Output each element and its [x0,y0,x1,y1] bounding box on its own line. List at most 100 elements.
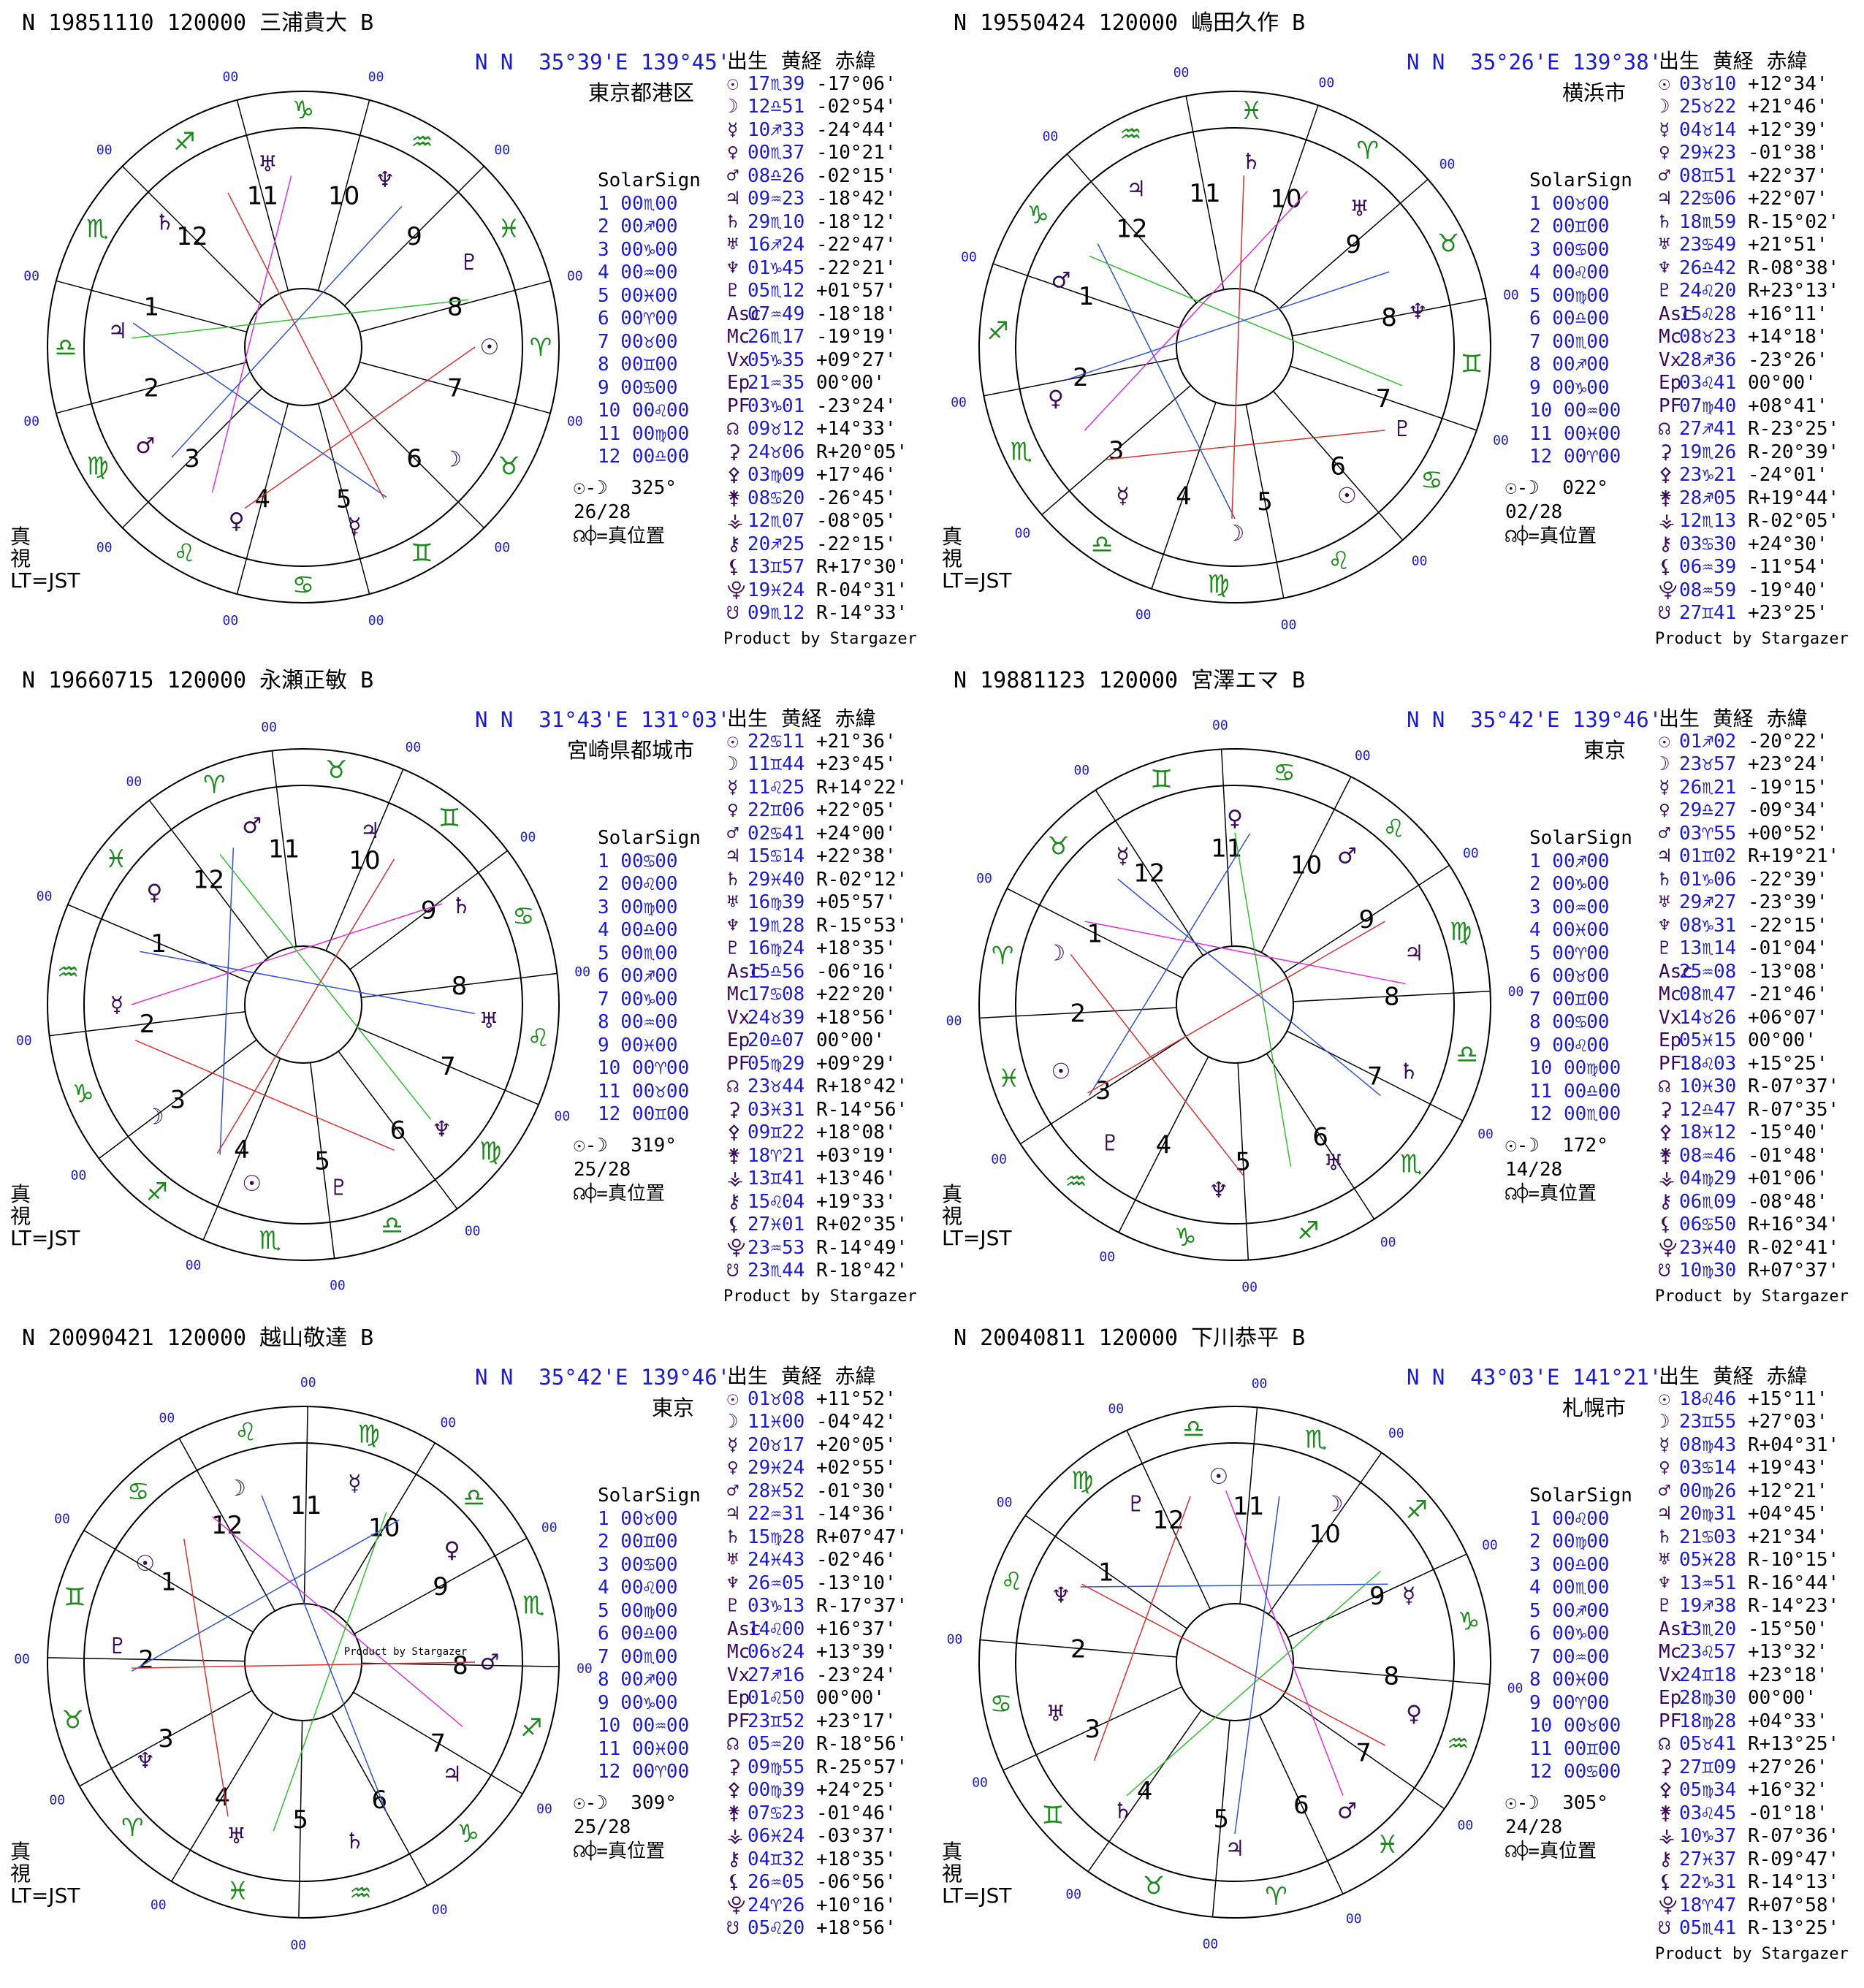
ecliptic-longitude: 08♑31 [1679,914,1737,937]
spacer [804,823,816,845]
declination: -22°39' [1747,868,1828,891]
planet-glyph-icon: ♄ [1241,149,1261,175]
house-cusp [56,361,247,414]
planet-glyph-icon: Ep [727,372,750,394]
planet-glyph-icon: ☿ [1116,843,1129,869]
solar-sign-row: 1 00♋00 [598,850,678,872]
planet-glyph-icon: ♀ [229,509,245,534]
planet-glyph-icon: ♀ [444,1538,460,1564]
house-cusp [1087,1710,1202,1873]
planet-row: ♃ 09♒23 -18°42' [727,188,908,211]
spacer [804,188,816,210]
ecliptic-longitude: 27♐41 [1679,418,1737,440]
cusp-degree-label: 00 [159,1410,175,1425]
declination: +27°26' [1747,1756,1828,1778]
solar-sign-row: 5 00♍00 [1529,284,1610,307]
chart-panel: N 19881123 120000 宮澤エマ B N N 35°42'E 139°… [932,658,1863,1315]
planet-glyph-icon: Mc [1659,326,1682,348]
cusp-degree-label: 00 [406,740,422,755]
house-number: 8 [1384,983,1400,1012]
house-number: 9 [406,222,422,251]
planet-row: ☿ 26♏21 -19°15' [1659,777,1839,800]
planet-glyph-icon: ♇ [329,1175,349,1200]
spacer [804,1434,816,1456]
planet-glyph-icon: ♆ [432,1117,452,1143]
house-cusp [202,1058,281,1241]
declination: R-23°25' [1747,418,1840,440]
house-number: 12 [176,222,208,251]
planet-row: Asc13♏20 -15°50' [1659,1618,1839,1642]
spacer [1736,303,1748,325]
aspect-line [216,858,395,1154]
planet-row: Vx14♉26 +06°07' [1659,1007,1839,1030]
cusp-degree-label: 00 [186,1257,202,1273]
planet-glyph-icon: ☿ [1116,484,1129,509]
planet-glyph-icon: ♂ [1659,164,1670,187]
house-number: 9 [1345,230,1361,259]
planet-row: ♂ 00♍26 +12°21' [1659,1480,1839,1504]
spacer [1736,1434,1748,1456]
house-number: 10 [1290,850,1322,880]
sign-glyph-icon: ♉ [61,1706,83,1735]
planet-glyph-icon: ☽ [1225,521,1245,546]
house-number: 11 [1233,1492,1264,1521]
planet-glyph-icon: ⚸ [727,1871,742,1893]
house-cusp [178,1438,275,1612]
solar-sign-row: 10 00♈00 [598,1057,690,1079]
house-number: 5 [1257,487,1273,517]
spacer [1736,983,1748,1005]
outer-ring [47,748,560,1261]
planet-glyph-icon: ♆ [1408,299,1428,324]
planet-row: ♃ 20♍31 +04°45' [1659,1503,1839,1526]
house-cusp [1260,776,1352,953]
house-cusp [236,99,289,291]
planet-glyph-icon: ⯓ [727,1894,746,1916]
sign-glyph-icon: ♏ [259,1226,281,1255]
declination: R-02°05' [1747,510,1840,532]
ecliptic-longitude: 00♍26 [1679,1479,1737,1502]
aspect-line [1231,175,1245,519]
spacer [1736,280,1748,302]
house-number: 12 [1116,215,1147,244]
planet-glyph-icon: ♆ [1051,1583,1070,1609]
planet-row: ♇ 03♑13 R-17°37' [727,1595,908,1618]
house-cusp [121,388,262,529]
planet-row: ♀ 03♋14 +19°43' [1659,1457,1839,1480]
ecliptic-longitude: 24♉06 [747,441,805,463]
solar-sign-row: 2 00♐00 [598,216,678,237]
solar-sign-header: SolarSign [1529,1485,1632,1507]
coordinates: N N 35°42'E 139°46' [1407,707,1662,732]
ecliptic-longitude: 09♒23 [747,188,805,210]
declination: +18°08' [815,1121,897,1143]
house-number: 3 [1108,436,1125,465]
sign-glyph-icon: ♐ [1297,1216,1319,1246]
declination: +13°32' [1747,1641,1828,1663]
solar-sign-row: 10 00♒00 [598,1715,690,1737]
sign-glyph-icon: ♋ [990,1689,1012,1718]
planet-row: ♃ 01♊02 R+19°21' [1659,845,1839,869]
spacer [1736,579,1748,601]
ecliptic-longitude: 09♍55 [747,1756,805,1778]
planet-glyph-icon: ♆ [727,256,739,279]
planet-row: Ep03♌41 00°00' [1659,372,1839,395]
planet-glyph-icon: ♆ [727,914,739,937]
sign-glyph-icon: ♋ [292,571,314,600]
solar-sign-row: 9 00♑00 [598,1691,678,1714]
declination: R+20°05' [815,441,908,463]
sign-glyph-icon: ♋ [1420,466,1442,495]
solar-sign-row: 8 00♋00 [1529,1011,1610,1033]
ecliptic-longitude: 17♋08 [747,983,805,1005]
product-credit: Product by Stargazer [723,1287,917,1306]
cusp-degree-label: 00 [1493,433,1509,448]
planet-glyph-icon: ⚵ [1659,487,1673,509]
declination: +23°17' [815,1710,897,1732]
declination: +16°11' [1747,302,1828,325]
house-number: 3 [1095,1076,1111,1105]
declination: +16°32' [1747,1779,1828,1801]
ecliptic-longitude: 01♑06 [1679,868,1737,891]
inner-ring [1176,288,1294,406]
planet-row: ♆ 19♏28 R-15°53' [727,915,908,938]
planet-row: ⚶ 06♓24 -03°37' [727,1825,908,1848]
ecliptic-longitude: 26♒05 [747,1871,805,1893]
planet-row: ♀ 29♓23 -01°38' [1659,142,1839,165]
